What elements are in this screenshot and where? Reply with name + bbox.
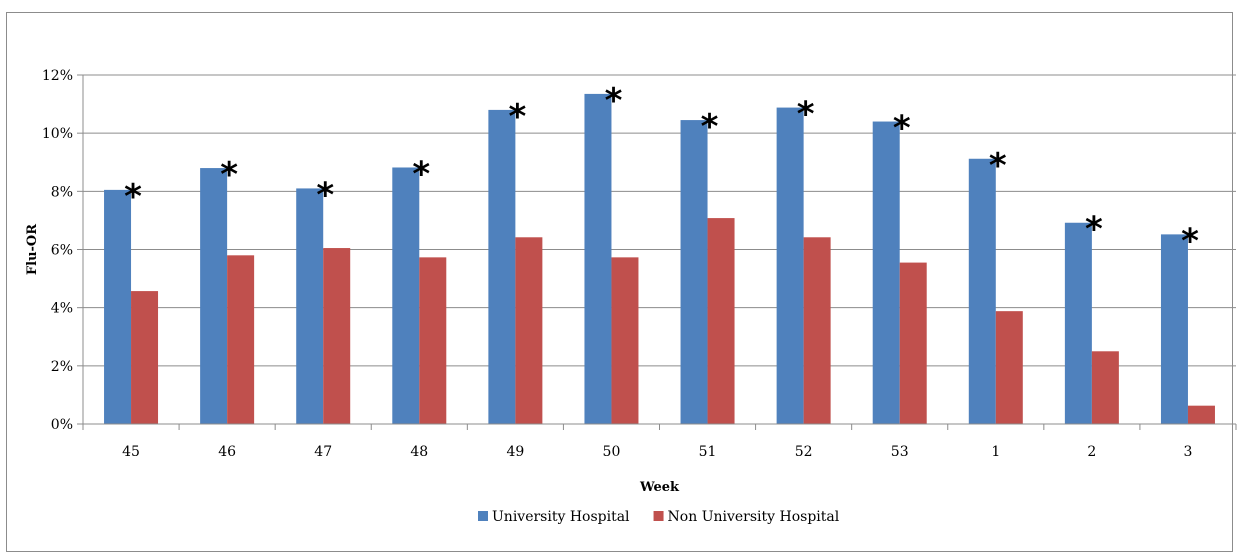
legend-label-university-hospital: University Hospital bbox=[492, 509, 630, 525]
x-tick-label: 51 bbox=[699, 444, 717, 460]
gridlines bbox=[83, 74, 1236, 367]
x-tick-label: 49 bbox=[506, 444, 524, 460]
bar-university-hospital bbox=[872, 121, 900, 425]
bar-non-university-hospital bbox=[707, 218, 735, 424]
bar-non-university-hospital bbox=[611, 257, 639, 424]
significance-star: * bbox=[893, 109, 911, 149]
x-tick-label: 3 bbox=[1183, 444, 1192, 460]
legend: University Hospital Non University Hospit… bbox=[478, 509, 840, 525]
axes: 0% 2% 4% 6% 8% 10% 12% 45 46 47 48 49 50 51 52 53 1 2 3 bbox=[42, 68, 1237, 460]
bar-university-hospital bbox=[680, 120, 708, 425]
x-axis-title: Week bbox=[639, 480, 680, 495]
significance-star: * bbox=[220, 155, 238, 195]
bar-university-hospital bbox=[968, 158, 996, 424]
x-tick-label: 52 bbox=[795, 444, 813, 460]
legend-swatch-university-hospital bbox=[478, 511, 488, 521]
bar-university-hospital bbox=[776, 107, 804, 424]
significance-star: * bbox=[124, 177, 142, 217]
bar-non-university-hospital bbox=[803, 237, 831, 424]
significance-star: * bbox=[508, 97, 526, 137]
y-axis-title: Flu-OR bbox=[25, 224, 40, 275]
bar-university-hospital bbox=[104, 189, 132, 424]
bar-non-university-hospital bbox=[899, 262, 927, 424]
significance-star: * bbox=[1181, 221, 1199, 261]
y-tick-label: 0% bbox=[51, 417, 73, 433]
bar-non-university-hospital bbox=[1187, 405, 1215, 424]
x-tick-label: 46 bbox=[218, 444, 236, 460]
significance-markers: * * * * * * * * * * * * bbox=[124, 81, 1199, 261]
bar-chart: * * * * * * * * * * * * 0% 2% 4% 6% 8% 10% 12% 45 46 47 48 49 5… bbox=[25, 68, 1237, 525]
bar-university-hospital bbox=[392, 167, 420, 425]
y-tick-label: 8% bbox=[51, 184, 73, 200]
y-tick-label: 4% bbox=[51, 301, 73, 317]
bar-non-university-hospital bbox=[995, 311, 1023, 424]
bar-non-university-hospital bbox=[131, 291, 159, 424]
x-tick-label: 47 bbox=[314, 444, 332, 460]
significance-star: * bbox=[316, 175, 334, 215]
bar-non-university-hospital bbox=[419, 257, 447, 424]
y-tick-label: 10% bbox=[42, 126, 73, 142]
x-tick-label: 1 bbox=[991, 444, 1000, 460]
significance-star: * bbox=[1085, 210, 1103, 250]
bar-university-hospital bbox=[200, 168, 228, 424]
bar-non-university-hospital bbox=[227, 255, 255, 424]
y-tick-label: 2% bbox=[51, 359, 73, 375]
bar-non-university-hospital bbox=[323, 248, 351, 424]
y-tick-label: 6% bbox=[51, 243, 73, 259]
significance-star: * bbox=[605, 81, 623, 121]
x-tick-label: 48 bbox=[410, 444, 428, 460]
x-tick-label: 2 bbox=[1087, 444, 1096, 460]
x-tick-label: 50 bbox=[603, 444, 621, 460]
bar-university-hospital bbox=[584, 93, 612, 424]
y-tick-label: 12% bbox=[42, 68, 73, 84]
significance-star: * bbox=[412, 154, 430, 194]
significance-star: * bbox=[989, 146, 1007, 186]
bar-non-university-hospital bbox=[1091, 351, 1119, 424]
bar-university-hospital bbox=[1064, 222, 1092, 424]
bars bbox=[104, 93, 1215, 425]
bar-non-university-hospital bbox=[515, 237, 543, 424]
significance-star: * bbox=[797, 95, 815, 135]
x-tick-label: 45 bbox=[122, 444, 140, 460]
legend-label-non-university-hospital: Non University Hospital bbox=[668, 509, 840, 525]
bar-university-hospital bbox=[296, 188, 324, 424]
significance-star: * bbox=[701, 107, 719, 147]
x-tick-label: 53 bbox=[891, 444, 909, 460]
bar-university-hospital bbox=[1160, 234, 1188, 424]
bar-university-hospital bbox=[488, 109, 516, 425]
legend-swatch-non-university-hospital bbox=[653, 511, 664, 521]
